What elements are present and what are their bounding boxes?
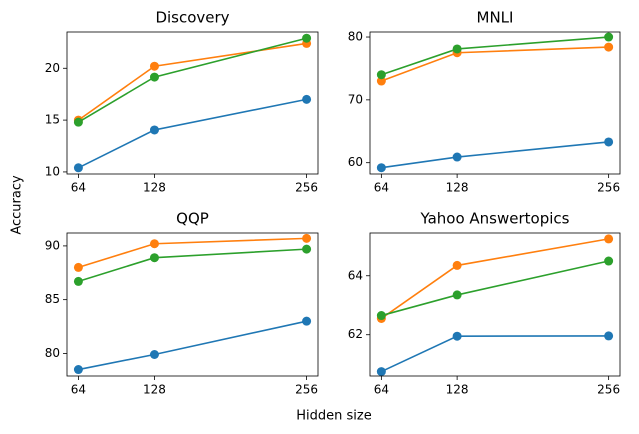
- x-tick-label: 64: [374, 383, 389, 397]
- data-point: [604, 42, 614, 52]
- data-point: [452, 290, 462, 300]
- data-point: [376, 163, 386, 173]
- x-tick-label: 64: [71, 383, 86, 397]
- data-point: [149, 349, 159, 359]
- chart-title: Yahoo Answertopics: [420, 210, 570, 228]
- x-tick-label: 64: [71, 181, 86, 195]
- x-tick-label: 64: [374, 181, 389, 195]
- y-tick-label: 85: [45, 292, 60, 306]
- x-tick-label: 256: [597, 181, 620, 195]
- data-point: [302, 94, 312, 104]
- axes-frame: [66, 232, 319, 377]
- data-point: [376, 76, 386, 86]
- data-point: [149, 125, 159, 135]
- data-point: [73, 117, 83, 127]
- x-tick-label: 128: [446, 383, 469, 397]
- x-tick-label: 128: [446, 181, 469, 195]
- data-point: [73, 276, 83, 286]
- x-tick-label: 128: [143, 181, 166, 195]
- data-point: [604, 137, 614, 147]
- data-point: [452, 44, 462, 54]
- data-point: [73, 163, 83, 173]
- chart-title: MNLI: [477, 9, 514, 27]
- y-tick-label: 20: [45, 61, 60, 75]
- x-tick-label: 256: [597, 383, 620, 397]
- data-point: [149, 239, 159, 249]
- data-point: [302, 244, 312, 254]
- y-axis-label: Accuracy: [10, 175, 25, 235]
- data-point: [376, 311, 386, 321]
- data-point: [149, 61, 159, 71]
- y-tick-label: 70: [348, 92, 363, 106]
- data-point: [452, 152, 462, 162]
- y-tick-label: 62: [348, 327, 363, 341]
- x-axis-label: Hidden size: [296, 409, 371, 424]
- data-point: [73, 365, 83, 375]
- y-tick-label: 64: [348, 268, 363, 282]
- data-point: [604, 32, 614, 42]
- y-tick-label: 10: [45, 164, 60, 178]
- data-point: [604, 331, 614, 341]
- chart-title: QQP: [176, 210, 209, 228]
- x-tick-label: 256: [295, 383, 318, 397]
- y-tick-label: 90: [45, 238, 60, 252]
- axes-frame: [369, 31, 621, 175]
- data-point: [376, 70, 386, 80]
- data-point: [452, 260, 462, 270]
- data-point: [452, 331, 462, 341]
- data-point: [376, 367, 386, 377]
- x-tick-label: 256: [295, 181, 318, 195]
- data-point: [302, 316, 312, 326]
- x-tick-label: 128: [143, 383, 166, 397]
- data-point: [149, 253, 159, 263]
- data-point: [302, 233, 312, 243]
- y-tick-label: 15: [45, 113, 60, 127]
- y-tick-label: 60: [348, 155, 363, 169]
- y-tick-label: 80: [348, 30, 363, 44]
- data-point: [302, 33, 312, 43]
- axes-frame: [369, 232, 621, 377]
- axes-frame: [66, 31, 319, 175]
- data-point: [73, 262, 83, 272]
- data-point: [604, 256, 614, 266]
- y-tick-label: 80: [45, 346, 60, 360]
- chart-title: Discovery: [155, 9, 229, 27]
- data-point: [604, 234, 614, 244]
- data-point: [149, 72, 159, 82]
